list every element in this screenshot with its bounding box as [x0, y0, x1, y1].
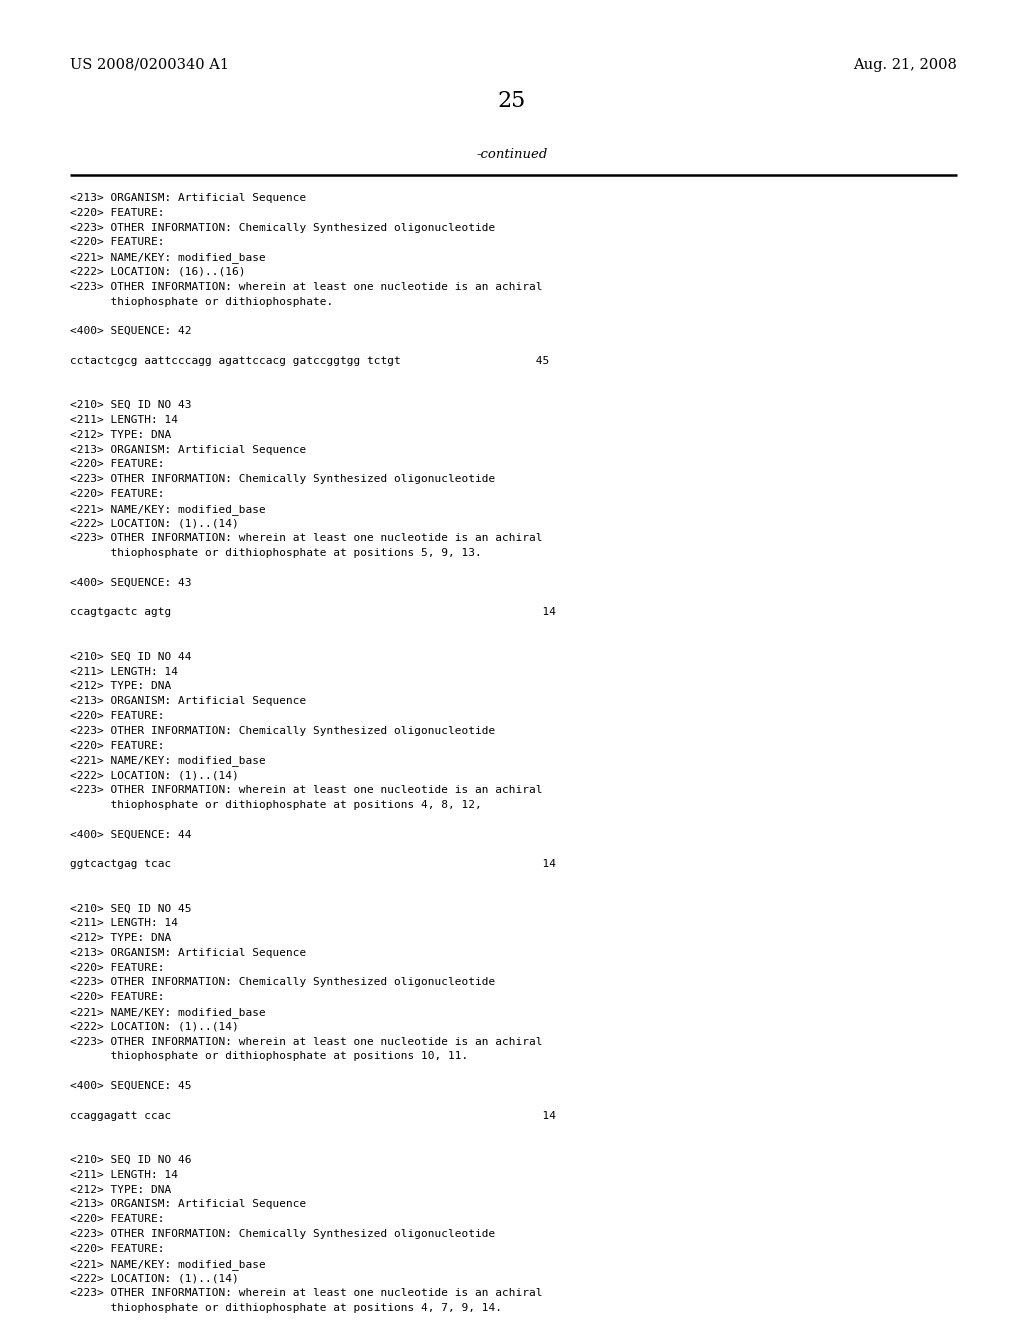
- Text: <222> LOCATION: (1)..(14): <222> LOCATION: (1)..(14): [70, 1274, 239, 1283]
- Text: ggtcactgag tcac                                                       14: ggtcactgag tcac 14: [70, 859, 556, 869]
- Text: <222> LOCATION: (1)..(14): <222> LOCATION: (1)..(14): [70, 770, 239, 780]
- Text: <220> FEATURE:: <220> FEATURE:: [70, 741, 164, 751]
- Text: <400> SEQUENCE: 45: <400> SEQUENCE: 45: [70, 1081, 191, 1092]
- Text: <210> SEQ ID NO 45: <210> SEQ ID NO 45: [70, 903, 191, 913]
- Text: <213> ORGANISM: Artificial Sequence: <213> ORGANISM: Artificial Sequence: [70, 193, 306, 203]
- Text: <223> OTHER INFORMATION: wherein at least one nucleotide is an achiral: <223> OTHER INFORMATION: wherein at leas…: [70, 785, 542, 795]
- Text: thiophosphate or dithiophosphate at positions 5, 9, 13.: thiophosphate or dithiophosphate at posi…: [70, 548, 481, 558]
- Text: <220> FEATURE:: <220> FEATURE:: [70, 962, 164, 973]
- Text: <211> LENGTH: 14: <211> LENGTH: 14: [70, 414, 177, 425]
- Text: <222> LOCATION: (1)..(14): <222> LOCATION: (1)..(14): [70, 519, 239, 528]
- Text: <220> FEATURE:: <220> FEATURE:: [70, 993, 164, 1002]
- Text: ccaggagatt ccac                                                       14: ccaggagatt ccac 14: [70, 1110, 556, 1121]
- Text: <212> TYPE: DNA: <212> TYPE: DNA: [70, 933, 171, 942]
- Text: <400> SEQUENCE: 42: <400> SEQUENCE: 42: [70, 326, 191, 337]
- Text: <223> OTHER INFORMATION: wherein at least one nucleotide is an achiral: <223> OTHER INFORMATION: wherein at leas…: [70, 533, 542, 544]
- Text: thiophosphate or dithiophosphate.: thiophosphate or dithiophosphate.: [70, 297, 333, 306]
- Text: thiophosphate or dithiophosphate at positions 4, 8, 12,: thiophosphate or dithiophosphate at posi…: [70, 800, 481, 809]
- Text: <223> OTHER INFORMATION: wherein at least one nucleotide is an achiral: <223> OTHER INFORMATION: wherein at leas…: [70, 1288, 542, 1298]
- Text: <220> FEATURE:: <220> FEATURE:: [70, 711, 164, 721]
- Text: <223> OTHER INFORMATION: Chemically Synthesized oligonucleotide: <223> OTHER INFORMATION: Chemically Synt…: [70, 1229, 495, 1239]
- Text: <223> OTHER INFORMATION: Chemically Synthesized oligonucleotide: <223> OTHER INFORMATION: Chemically Synt…: [70, 223, 495, 232]
- Text: 25: 25: [498, 90, 526, 112]
- Text: <212> TYPE: DNA: <212> TYPE: DNA: [70, 681, 171, 692]
- Text: <211> LENGTH: 14: <211> LENGTH: 14: [70, 1170, 177, 1180]
- Text: <223> OTHER INFORMATION: wherein at least one nucleotide is an achiral: <223> OTHER INFORMATION: wherein at leas…: [70, 1036, 542, 1047]
- Text: <223> OTHER INFORMATION: Chemically Synthesized oligonucleotide: <223> OTHER INFORMATION: Chemically Synt…: [70, 474, 495, 484]
- Text: <400> SEQUENCE: 43: <400> SEQUENCE: 43: [70, 578, 191, 587]
- Text: <210> SEQ ID NO 43: <210> SEQ ID NO 43: [70, 400, 191, 411]
- Text: ccagtgactc agtg                                                       14: ccagtgactc agtg 14: [70, 607, 556, 618]
- Text: <210> SEQ ID NO 44: <210> SEQ ID NO 44: [70, 652, 191, 661]
- Text: <220> FEATURE:: <220> FEATURE:: [70, 1214, 164, 1224]
- Text: <221> NAME/KEY: modified_base: <221> NAME/KEY: modified_base: [70, 1007, 265, 1018]
- Text: <221> NAME/KEY: modified_base: <221> NAME/KEY: modified_base: [70, 755, 265, 767]
- Text: <211> LENGTH: 14: <211> LENGTH: 14: [70, 919, 177, 928]
- Text: <220> FEATURE:: <220> FEATURE:: [70, 488, 164, 499]
- Text: <212> TYPE: DNA: <212> TYPE: DNA: [70, 1184, 171, 1195]
- Text: <223> OTHER INFORMATION: Chemically Synthesized oligonucleotide: <223> OTHER INFORMATION: Chemically Synt…: [70, 726, 495, 735]
- Text: US 2008/0200340 A1: US 2008/0200340 A1: [70, 58, 228, 73]
- Text: thiophosphate or dithiophosphate at positions 10, 11.: thiophosphate or dithiophosphate at posi…: [70, 1052, 468, 1061]
- Text: thiophosphate or dithiophosphate at positions 4, 7, 9, 14.: thiophosphate or dithiophosphate at posi…: [70, 1303, 502, 1313]
- Text: <223> OTHER INFORMATION: Chemically Synthesized oligonucleotide: <223> OTHER INFORMATION: Chemically Synt…: [70, 977, 495, 987]
- Text: <221> NAME/KEY: modified_base: <221> NAME/KEY: modified_base: [70, 252, 265, 263]
- Text: <213> ORGANISM: Artificial Sequence: <213> ORGANISM: Artificial Sequence: [70, 696, 306, 706]
- Text: cctactcgcg aattcccagg agattccacg gatccggtgg tctgt                    45: cctactcgcg aattcccagg agattccacg gatccgg…: [70, 356, 549, 366]
- Text: <222> LOCATION: (16)..(16): <222> LOCATION: (16)..(16): [70, 267, 245, 277]
- Text: <221> NAME/KEY: modified_base: <221> NAME/KEY: modified_base: [70, 504, 265, 515]
- Text: <220> FEATURE:: <220> FEATURE:: [70, 207, 164, 218]
- Text: <220> FEATURE:: <220> FEATURE:: [70, 1243, 164, 1254]
- Text: <223> OTHER INFORMATION: wherein at least one nucleotide is an achiral: <223> OTHER INFORMATION: wherein at leas…: [70, 281, 542, 292]
- Text: <211> LENGTH: 14: <211> LENGTH: 14: [70, 667, 177, 677]
- Text: <213> ORGANISM: Artificial Sequence: <213> ORGANISM: Artificial Sequence: [70, 445, 306, 454]
- Text: -continued: -continued: [476, 148, 548, 161]
- Text: Aug. 21, 2008: Aug. 21, 2008: [854, 58, 957, 73]
- Text: <213> ORGANISM: Artificial Sequence: <213> ORGANISM: Artificial Sequence: [70, 1200, 306, 1209]
- Text: <221> NAME/KEY: modified_base: <221> NAME/KEY: modified_base: [70, 1258, 265, 1270]
- Text: <222> LOCATION: (1)..(14): <222> LOCATION: (1)..(14): [70, 1022, 239, 1032]
- Text: <220> FEATURE:: <220> FEATURE:: [70, 459, 164, 470]
- Text: <212> TYPE: DNA: <212> TYPE: DNA: [70, 430, 171, 440]
- Text: <213> ORGANISM: Artificial Sequence: <213> ORGANISM: Artificial Sequence: [70, 948, 306, 958]
- Text: <220> FEATURE:: <220> FEATURE:: [70, 238, 164, 247]
- Text: <210> SEQ ID NO 46: <210> SEQ ID NO 46: [70, 1155, 191, 1166]
- Text: <400> SEQUENCE: 44: <400> SEQUENCE: 44: [70, 829, 191, 840]
